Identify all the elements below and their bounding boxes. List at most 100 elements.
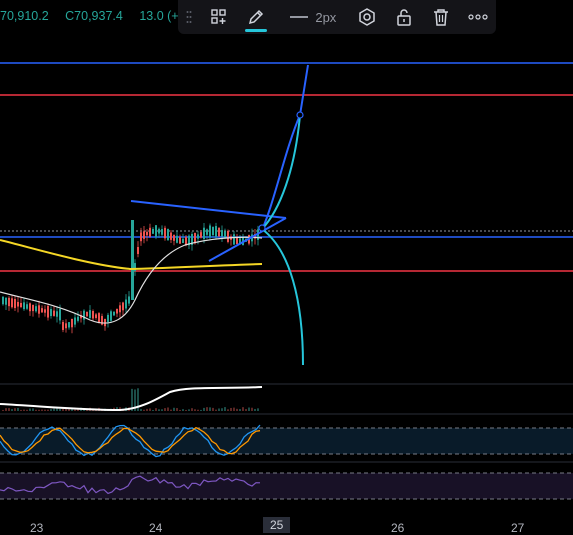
volume-bar (35, 409, 37, 411)
candle-body (20, 302, 22, 308)
line-width-label: 2px (315, 9, 337, 25)
candle-body (44, 309, 46, 313)
candle-body (227, 230, 229, 242)
candle-body (50, 309, 52, 316)
candle-body (203, 227, 205, 239)
candle-body (80, 315, 82, 319)
lock-button[interactable] (386, 0, 423, 34)
volume-bar (155, 408, 157, 411)
volume-bar (248, 407, 250, 411)
candle-body-impulse (131, 220, 134, 300)
candle-body (182, 238, 184, 243)
pencil-icon (249, 9, 264, 25)
volume-bar (146, 408, 148, 411)
volume-bar (32, 408, 34, 411)
volume-bar (206, 407, 208, 411)
candle-body (17, 301, 19, 307)
anchor-handle-mid[interactable] (258, 224, 266, 232)
volume-bar (134, 389, 136, 411)
volume-bar (47, 409, 49, 411)
volume-bar (164, 408, 166, 411)
candle-body (191, 233, 193, 245)
candle-body (188, 235, 190, 246)
x-tick-27: 27 (511, 521, 525, 535)
candle-body (89, 310, 91, 318)
volume-bar (29, 408, 31, 411)
candle-body (170, 232, 172, 240)
volume-bar (41, 409, 43, 411)
candle-body (29, 303, 31, 312)
volume-bar (20, 409, 22, 411)
volume-bar (200, 409, 202, 411)
volume-bar (221, 408, 223, 411)
candle-body (83, 310, 85, 320)
candle-body (167, 229, 169, 241)
candle-body (212, 226, 214, 236)
candle-body (143, 231, 145, 239)
volume-bar (65, 407, 67, 411)
volume-bar (242, 407, 244, 411)
volume-bar (140, 408, 142, 411)
stoch-d-line (0, 426, 261, 455)
candle-body (74, 317, 76, 325)
candle-body (125, 299, 127, 309)
candle-body (2, 296, 4, 305)
candle-body (92, 311, 94, 319)
line-color-button[interactable] (238, 0, 275, 34)
volume-bar (197, 409, 199, 411)
volume-bar (8, 408, 10, 411)
candle-body (65, 323, 67, 329)
volume-bar (86, 409, 88, 411)
volume-bar (230, 407, 232, 411)
close-value: C70,937.4 (65, 9, 123, 23)
projection-curve-cyan-up[interactable] (261, 114, 301, 230)
volume-bar (236, 408, 238, 411)
candle-body (5, 297, 7, 305)
volume-bar (149, 408, 151, 411)
candle-body (152, 228, 154, 234)
trash-icon (433, 9, 448, 26)
delete-button[interactable] (422, 0, 459, 34)
candle-body (236, 236, 238, 245)
candle-body (86, 311, 88, 317)
candle-body (239, 238, 241, 244)
volume-bar (257, 408, 259, 411)
candle-body (104, 318, 106, 327)
settings-button[interactable] (349, 0, 386, 34)
anchor-handle-top[interactable] (296, 111, 304, 119)
volume-bar (131, 388, 133, 411)
volume-bar (188, 409, 190, 411)
volume-bar (170, 409, 172, 411)
volume-bar (185, 409, 187, 411)
volume-bar (245, 409, 247, 411)
projection-line-blue[interactable] (261, 64, 309, 231)
projection-curve-cyan-down[interactable] (261, 228, 304, 366)
volume-bar (83, 409, 85, 411)
candle-body (176, 235, 178, 243)
volume-bar (158, 409, 160, 411)
template-icon (210, 9, 226, 24)
candle-body (155, 225, 157, 237)
candle-body (200, 232, 202, 238)
candle-body (209, 225, 211, 238)
volume-bar (14, 408, 16, 411)
line-width-button[interactable]: 2px (283, 0, 343, 34)
candle-body (38, 305, 40, 314)
candle-body (62, 321, 64, 330)
volume-bar (56, 407, 58, 411)
close-prev-value: 70,910.2 (0, 9, 49, 23)
volume-bar (209, 407, 211, 411)
drag-handle[interactable] (178, 0, 199, 34)
template-button[interactable] (199, 0, 238, 34)
triangle-pattern[interactable] (130, 200, 287, 262)
candle-body (122, 302, 124, 311)
volume-bar (251, 407, 253, 411)
volume-bar (161, 409, 163, 411)
line-color-swatch (245, 29, 268, 32)
candle-body (134, 263, 136, 271)
candle-body (77, 316, 79, 321)
candle-body (59, 309, 61, 321)
more-button[interactable] (459, 0, 496, 34)
volume-bar (212, 407, 214, 411)
